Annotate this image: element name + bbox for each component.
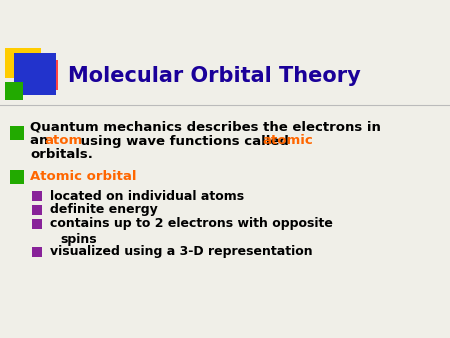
Bar — [32, 191, 42, 201]
Text: visualized using a 3-D representation: visualized using a 3-D representation — [50, 245, 313, 259]
Text: spins: spins — [60, 233, 97, 245]
Text: Quantum mechanics describes the electrons in: Quantum mechanics describes the electron… — [30, 121, 381, 134]
Bar — [32, 219, 42, 229]
Text: atomic: atomic — [262, 135, 313, 147]
Bar — [22, 60, 58, 90]
Text: an: an — [30, 135, 53, 147]
Text: using wave functions called: using wave functions called — [76, 135, 293, 147]
Text: orbitals.: orbitals. — [30, 148, 93, 162]
Text: definite energy: definite energy — [50, 203, 158, 217]
Text: atom: atom — [44, 135, 82, 147]
Text: located on individual atoms: located on individual atoms — [50, 190, 244, 202]
Bar — [10, 170, 24, 184]
Text: contains up to 2 electrons with opposite: contains up to 2 electrons with opposite — [50, 217, 333, 231]
Text: Molecular Orbital Theory: Molecular Orbital Theory — [68, 66, 361, 86]
Bar — [32, 205, 42, 215]
Bar — [5, 48, 41, 78]
Bar — [5, 82, 23, 100]
Bar — [32, 247, 42, 257]
Text: Atomic orbital: Atomic orbital — [30, 170, 136, 184]
Bar — [14, 53, 56, 95]
Bar — [10, 126, 24, 140]
